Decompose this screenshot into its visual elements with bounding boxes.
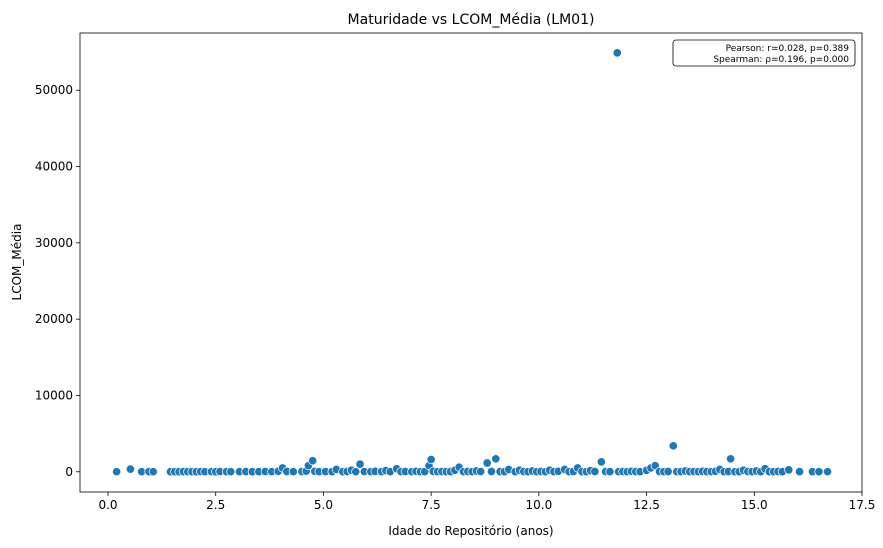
chart-title: Maturidade vs LCOM_Média (LM01) <box>348 12 595 28</box>
plot-background <box>80 33 862 492</box>
x-tick-label: 17.5 <box>849 498 876 512</box>
data-point <box>663 466 673 477</box>
data-point <box>426 455 436 465</box>
x-tick-label: 7.5 <box>422 498 441 512</box>
data-point <box>612 48 622 58</box>
y-tick-label: 10000 <box>35 388 73 402</box>
data-point <box>476 467 486 477</box>
x-tick-label: 5.0 <box>314 498 333 512</box>
y-axis-ticks: 0 10000 20000 30000 40000 50000 <box>35 83 80 479</box>
data-point <box>351 467 361 477</box>
axes-frame <box>79 32 863 493</box>
y-tick-label: 40000 <box>35 160 73 174</box>
data-point <box>308 456 318 466</box>
y-axis-label: LCOM_Média <box>10 224 24 301</box>
x-tick-label: 15.0 <box>741 498 768 512</box>
data-point <box>590 466 600 477</box>
data-point <box>794 467 805 477</box>
x-axis-label: Idade do Repositório (anos) <box>388 524 553 538</box>
data-point <box>491 454 501 464</box>
y-tick-label: 20000 <box>35 312 73 326</box>
data-point <box>226 467 236 477</box>
data-point <box>784 465 794 475</box>
pearson-annotation: Pearson: r=0.028, p=0.389 <box>726 44 850 54</box>
data-point <box>482 458 492 468</box>
data-point <box>596 457 606 467</box>
data-point <box>112 467 122 477</box>
data-point <box>486 466 497 477</box>
plot-area <box>80 33 862 492</box>
points-layer <box>112 48 833 477</box>
data-point <box>814 467 824 477</box>
data-point <box>605 467 615 477</box>
data-point <box>288 467 298 477</box>
x-axis-ticks: 0.0 2.5 5.0 7.5 10.0 12.5 15.0 17.5 <box>98 492 875 512</box>
x-tick-label: 10.0 <box>526 498 553 512</box>
stats-annotation-box: Pearson: r=0.028, p=0.389 Spearman: ρ=0.… <box>672 39 856 67</box>
data-point <box>726 454 736 464</box>
x-tick-label: 12.5 <box>633 498 660 512</box>
x-tick-label: 0.0 <box>98 498 117 512</box>
stats-annotation-frame <box>672 39 856 67</box>
y-tick-label: 50000 <box>35 83 73 97</box>
spearman-annotation: Spearman: ρ=0.196, p=0.000 <box>713 55 849 65</box>
data-point <box>355 459 365 469</box>
y-tick-label: 30000 <box>35 236 73 250</box>
data-point <box>822 467 833 477</box>
y-tick-label: 0 <box>65 465 73 479</box>
data-point <box>125 464 135 474</box>
data-point <box>668 441 678 451</box>
x-tick-label: 2.5 <box>206 498 225 512</box>
data-point <box>148 467 158 477</box>
